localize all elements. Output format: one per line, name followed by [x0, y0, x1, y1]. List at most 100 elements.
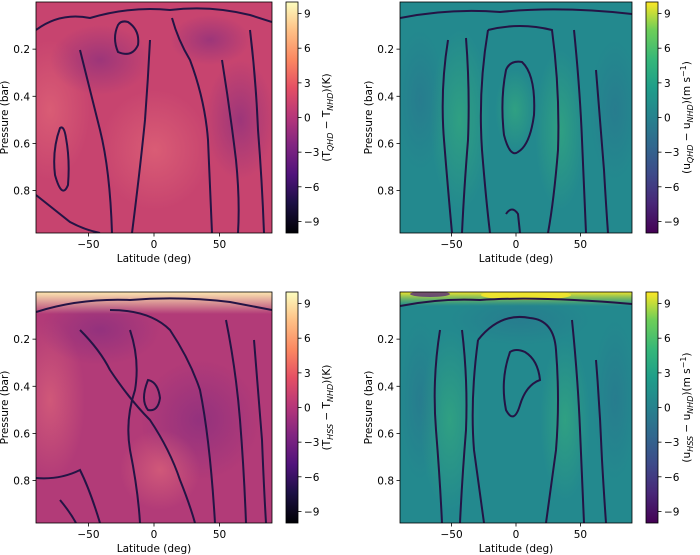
y-tick-label: 0.8 [13, 186, 30, 198]
y-tick-label: 0.4 [13, 381, 30, 393]
heatmap-field-top-left [36, 2, 272, 233]
axes-bottom-right: −50 0 50 0.2 0.4 0.6 0.8 Latitude (deg) Pressure… [363, 299, 695, 555]
y-tick-label: 0.2 [13, 44, 30, 56]
x-tick-label: −50 [77, 529, 99, 541]
colorbar-tick-label: 3 [664, 78, 671, 90]
y-axis-label: Pressure (bar) [0, 81, 11, 155]
x-axis-label: Latitude (deg) [479, 253, 554, 265]
colorbar-tick-label: 3 [304, 78, 311, 90]
x-axis-label: Latitude (deg) [117, 253, 192, 265]
y-axis-label: Pressure (bar) [0, 371, 11, 445]
colorbar-tick-label: 6 [664, 333, 671, 345]
colorbar-label-part: )(K) [321, 365, 333, 384]
colorbar-tick-label: −9 [664, 216, 679, 228]
colorbar-label: (uHSS − uNHD)(m s−1) [679, 352, 695, 462]
colorbar-tick-label: −3 [664, 437, 679, 449]
colorbar-top-right [645, 1, 659, 234]
colorbar-tick-label: −9 [304, 506, 319, 518]
colorbar-tick-label: 0 [664, 403, 671, 415]
colorbar-label-part: )(K) [321, 73, 333, 92]
x-axis-label: Latitude (deg) [479, 543, 554, 555]
colorbar-tick-label: −6 [664, 472, 680, 484]
axes-overlay: −50 0 50 0.2 0.4 0.6 0.8 Latitude (deg) Pressure… [0, 9, 695, 555]
colorbar-tick-label: 0 [664, 113, 671, 125]
colorbar-tick-label: −9 [304, 216, 319, 228]
y-axis-label: Pressure (bar) [363, 371, 375, 445]
panel-top-right [399, 1, 633, 234]
colorbar-tick-label: 6 [304, 43, 311, 55]
x-tick-label: −50 [77, 239, 99, 251]
x-tick-label: 50 [213, 529, 226, 541]
colorbar-label-part: −1 [679, 65, 688, 77]
colorbar-tick-label: 3 [304, 368, 311, 380]
colorbar-label-part: − u [681, 414, 693, 436]
colorbar-label-part: )(m s [681, 368, 693, 395]
colorbar-label-part: HSS [686, 436, 695, 452]
colorbar-label-part: −1 [679, 357, 688, 369]
axes-top-left: −50 0 50 0.2 0.4 0.6 0.8 Latitude (deg) Pressure… [0, 9, 335, 265]
y-tick-label: 0.6 [13, 428, 30, 440]
colorbar-label-part: − T [321, 401, 333, 423]
colorbar-tick-label: −3 [664, 147, 679, 159]
colorbar-label-part: NHD [686, 104, 695, 122]
y-tick-label: 0.2 [377, 334, 394, 346]
heatmap-field-bottom-left [36, 292, 272, 523]
colorbar-label-part: QHD [686, 145, 695, 163]
heatmap-field-top-right [400, 2, 632, 233]
colorbar-tick-label: 9 [664, 9, 671, 21]
colorbar-bottom-left [285, 291, 299, 524]
colorbar-tick-label: −6 [664, 182, 680, 194]
x-tick-label: 50 [574, 239, 587, 251]
colorbar-label-part: (T [321, 151, 333, 162]
colorbar-tick-label: −3 [304, 147, 319, 159]
x-tick-label: 50 [213, 239, 226, 251]
colorbar-tick-label: 9 [664, 299, 671, 311]
colorbar-top-left [285, 1, 299, 234]
colorbar-label-part: NHD [326, 93, 335, 111]
y-axis-label: Pressure (bar) [363, 81, 375, 155]
x-tick-label: −50 [440, 239, 462, 251]
colorbar-label-part: QHD [326, 133, 335, 151]
colorbar-tick-label: 0 [304, 113, 311, 125]
axes-bottom-left: −50 0 50 0.2 0.4 0.6 0.8 Latitude (deg) Pressure… [0, 299, 335, 555]
y-tick-label: 0.8 [377, 186, 394, 198]
colorbar-label-part: − T [321, 110, 333, 132]
axes-top-right: −50 0 50 0.2 0.4 0.6 0.8 Latitude (deg) Pressure… [363, 9, 695, 265]
colorbar-label-part: (u [681, 452, 693, 463]
colorbar-bottom-right [645, 291, 659, 524]
x-tick-label: 0 [513, 529, 520, 541]
colorbar-tick-label: 9 [304, 9, 311, 21]
colorbar-label-part: NHD [686, 396, 695, 414]
colorbar-tick-label: 6 [664, 43, 671, 55]
colorbar-tick-label: 0 [304, 403, 311, 415]
colorbar-tick-label: −6 [304, 472, 320, 484]
colorbar-tick-label: 6 [304, 333, 311, 345]
colorbar-label-part: − u [681, 122, 693, 144]
x-tick-label: −50 [440, 529, 462, 541]
colorbar-tick-label: −9 [664, 506, 679, 518]
colorbar-label-part: )(m s [681, 77, 693, 104]
colorbar-label: (uQHD − uNHD)(m s−1) [679, 61, 695, 174]
colorbar-label-part: ) [681, 352, 693, 356]
panel-bottom-right [399, 291, 633, 524]
colorbar-label: (TQHD − TNHD)(K) [321, 73, 335, 161]
colorbar-label: (THSS − TNHD)(K) [321, 365, 335, 451]
y-tick-label: 0.8 [13, 476, 30, 488]
colorbar-label-part: HSS [326, 424, 335, 440]
colorbar-label-part: (T [321, 439, 333, 450]
panel-top-left [35, 1, 273, 234]
colorbar-tick-label: −3 [304, 437, 319, 449]
y-tick-label: 0.4 [377, 381, 394, 393]
heatmap-field-bottom-right [400, 292, 632, 523]
panel-bottom-left [35, 291, 273, 524]
y-tick-label: 0.6 [377, 138, 394, 150]
y-tick-label: 0.4 [377, 91, 394, 103]
y-tick-label: 0.6 [13, 138, 30, 150]
x-tick-label: 0 [151, 529, 158, 541]
y-tick-label: 0.6 [377, 428, 394, 440]
colorbar-label-part: NHD [326, 384, 335, 402]
colorbar-tick-label: −6 [304, 182, 320, 194]
colorbar-label-part: ) [681, 61, 693, 65]
y-tick-label: 0.2 [377, 44, 394, 56]
